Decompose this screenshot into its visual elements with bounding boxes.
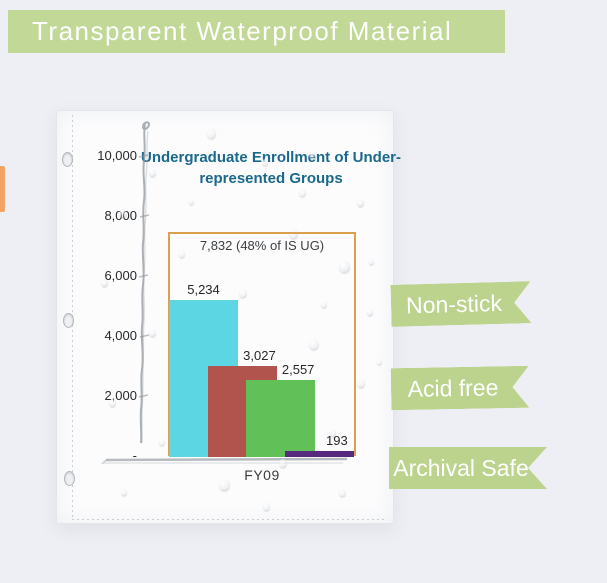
bar [285, 451, 355, 457]
sheet-protector: Undergraduate Enrollment of Under-repres… [56, 110, 401, 524]
water-droplet [377, 359, 382, 365]
bar-value-label: 193 [325, 433, 348, 448]
water-droplet [339, 489, 346, 497]
x-axis-category-label: FY09 [244, 467, 280, 483]
perforated-edge-bottom [72, 519, 387, 520]
feature-ribbon-non-stick: Non-stick [390, 281, 531, 327]
water-droplet [367, 309, 373, 316]
water-droplet [357, 379, 365, 388]
top-banner-label: Transparent Waterproof Material [32, 16, 453, 46]
ribbon-label: Acid free [407, 374, 499, 402]
bar-value-label: 5,234 [187, 281, 220, 297]
y-tick-label: 10,000 [97, 148, 137, 163]
top-banner: Transparent Waterproof Material [8, 10, 505, 53]
water-droplet [159, 439, 165, 446]
y-tick-label: 2,000 [104, 388, 137, 403]
bar [246, 380, 316, 457]
water-droplet [189, 199, 194, 205]
water-droplet [263, 503, 270, 511]
water-droplet [207, 129, 216, 139]
water-droplet [121, 489, 127, 496]
binder-hole [64, 471, 75, 486]
feature-ribbon-archival-safe: Archival Safe [389, 447, 547, 489]
bar-value-label: 3,027 [243, 348, 276, 364]
water-droplet [357, 199, 364, 207]
water-droplet [369, 259, 374, 265]
y-tick-label: 4,000 [104, 328, 137, 343]
feature-ribbon-acid-free: Acid free [391, 366, 530, 410]
orange-edge-tab [0, 166, 5, 212]
y-tick-label: 8,000 [104, 208, 137, 223]
ribbon-label: Non-stick [405, 289, 503, 319]
water-droplet [149, 329, 156, 337]
y-tick-label: 6,000 [104, 268, 137, 283]
chart-title: Undergraduate Enrollment of Under-repres… [140, 149, 402, 187]
annotation-text: 7,832 (48% of IS UG) [199, 238, 325, 253]
y-tick-label: - [132, 448, 137, 463]
ribbon-label: Archival Safe [393, 455, 529, 481]
water-droplet [299, 189, 306, 197]
binder-hole [62, 152, 73, 167]
bar-value-label: 2,557 [281, 362, 315, 378]
binder-hole [63, 313, 74, 328]
